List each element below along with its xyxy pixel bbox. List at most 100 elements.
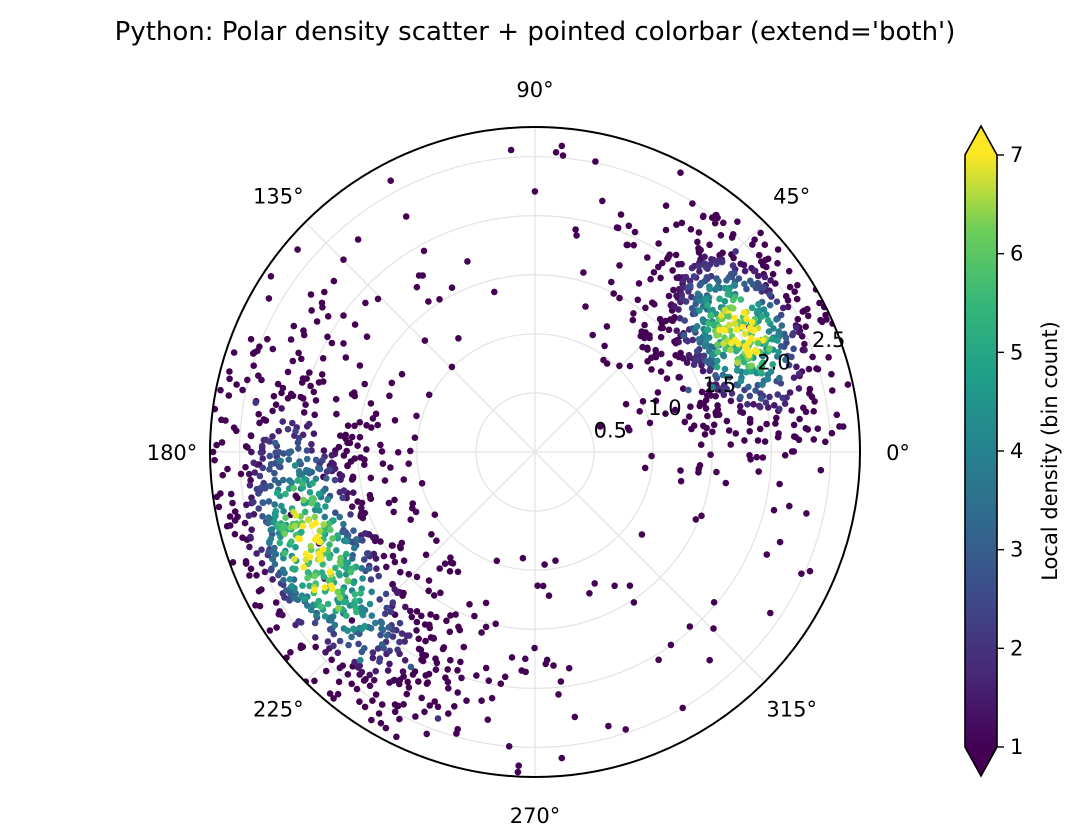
scatter-point [258,586,265,593]
scatter-point [358,504,365,512]
scatter-point [641,321,648,329]
scatter-point [419,651,426,658]
scatter-point [352,537,360,544]
scatter-point [703,424,710,432]
scatter-point [296,471,303,478]
scatter-point [213,441,220,449]
scatter-point [675,338,682,346]
scatter-point [259,464,267,472]
scatter-point [541,561,548,568]
scatter-point [290,322,298,330]
scatter-point [758,258,765,266]
scatter-point [349,555,356,562]
scatter-point [306,553,314,561]
scatter-point [688,264,696,272]
scatter-point [601,342,608,350]
scatter-point [714,341,721,349]
scatter-point [368,588,376,596]
scatter-point [334,532,341,539]
scatter-point [689,336,697,344]
scatter-point [295,349,302,357]
scatter-point [788,407,795,414]
scatter-point [231,508,239,515]
scatter-point [777,311,785,319]
scatter-point [372,667,380,675]
scatter-point [336,513,344,521]
scatter-point [445,710,452,717]
scatter-point [303,455,311,463]
scatter-point [714,357,721,365]
scatter-point [279,476,287,484]
scatter-point [304,516,312,524]
scatter-point [271,469,278,477]
scatter-point [347,568,355,576]
scatter-point [753,453,760,461]
scatter-point [616,294,623,302]
scatter-point [571,713,579,721]
scatter-point [366,682,374,690]
scatter-point [825,354,832,361]
scatter-point [250,511,258,518]
scatter-point [381,610,389,618]
scatter-point [422,551,430,559]
scatter-point [693,323,701,330]
scatter-point [306,369,313,376]
scatter-point [272,599,280,606]
scatter-point [796,329,803,336]
scatter-point [505,743,513,750]
scatter-point [437,589,444,597]
scatter-point [779,394,786,402]
scatter-point [777,343,785,350]
scatter-point [356,698,363,705]
scatter-point [669,267,676,274]
scatter-point [304,574,311,582]
scatter-point [432,655,439,662]
scatter-point [304,602,311,609]
scatter-point [306,489,314,496]
scatter-point [278,405,285,412]
angular-grid-line [534,451,766,683]
scatter-point [675,374,682,381]
colorbar-tick-label: 4 [1010,439,1023,463]
scatter-point [720,219,727,227]
scatter-point [361,622,369,630]
scatter-point [600,356,607,364]
scatter-point [393,733,400,741]
scatter-point [262,417,270,424]
scatter-point [441,560,449,567]
radial-tick-label: 1.5 [703,373,736,397]
scatter-point [351,321,359,328]
scatter-point [361,530,369,537]
scatter-point [316,527,324,534]
scatter-point [488,694,496,702]
scatter-point [665,253,672,261]
radial-tick-label: 2.5 [812,328,845,352]
scatter-point [342,354,350,361]
scatter-point [729,296,737,304]
scatter-point [336,488,344,496]
scatter-point [401,657,409,664]
scatter-point [301,508,309,516]
scatter-point [272,512,279,520]
scatter-point [347,511,354,518]
scatter-point [384,667,392,674]
scatter-point [702,337,710,344]
scatter-point [320,521,328,528]
scatter-point [433,613,440,621]
scatter-point [431,511,439,518]
scatter-point [390,677,397,684]
scatter-point [464,258,471,265]
scatter-point [297,619,305,626]
scatter-point [741,267,749,275]
scatter-point [363,446,370,453]
scatter-point [294,246,301,253]
scatter-point [400,701,407,708]
scatter-point [267,460,275,468]
scatter-point [351,544,358,552]
scatter-point [421,708,428,716]
scatter-point [418,612,425,620]
scatter-point [376,658,383,665]
scatter-point [833,411,841,419]
scatter-point [636,408,643,415]
scatter-point [247,533,254,541]
